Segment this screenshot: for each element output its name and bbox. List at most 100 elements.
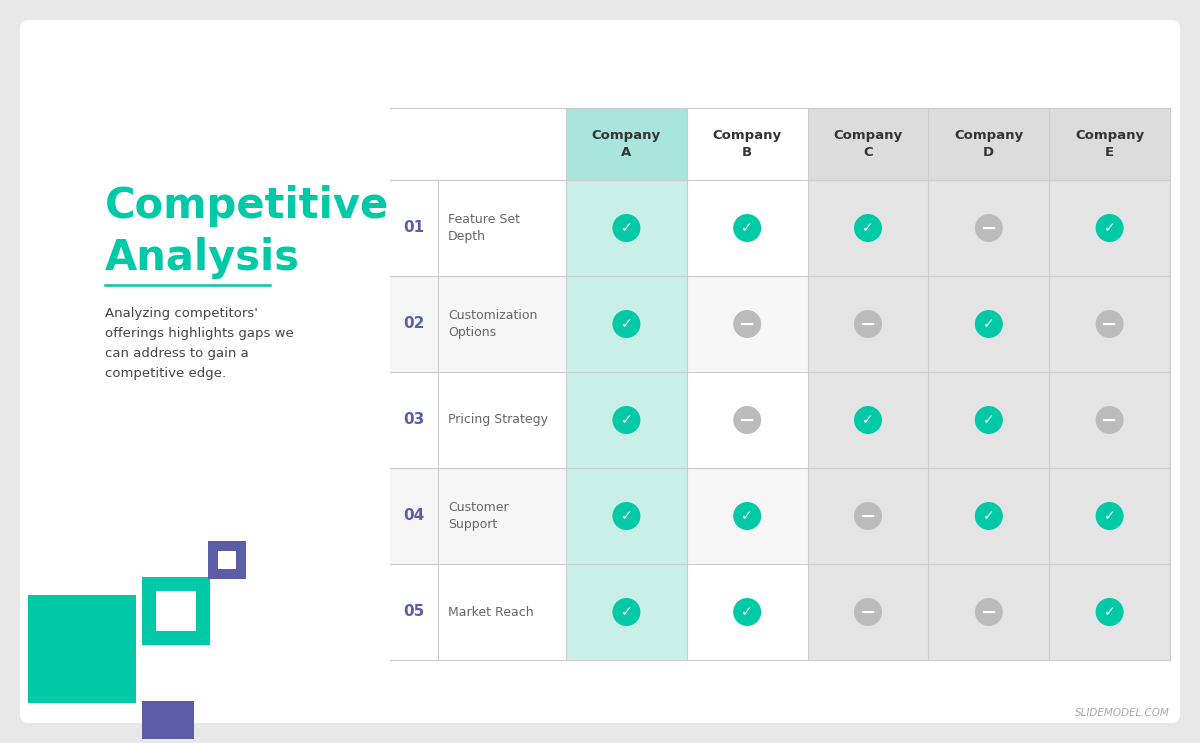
Text: Analyzing competitors'
offerings highlights gaps we
can address to gain a
compet: Analyzing competitors' offerings highlig…: [106, 307, 294, 380]
FancyBboxPatch shape: [1049, 108, 1170, 180]
Circle shape: [1096, 406, 1123, 434]
FancyBboxPatch shape: [808, 468, 929, 564]
Text: ✓: ✓: [620, 509, 632, 523]
Text: Market Reach: Market Reach: [448, 606, 534, 618]
Text: ✓: ✓: [983, 509, 995, 523]
Circle shape: [1096, 310, 1123, 338]
Text: Company
B: Company B: [713, 129, 781, 158]
Text: Customer
Support: Customer Support: [448, 501, 509, 531]
Circle shape: [854, 406, 882, 434]
Text: ✓: ✓: [620, 605, 632, 619]
FancyBboxPatch shape: [808, 276, 929, 372]
FancyBboxPatch shape: [929, 372, 1049, 468]
FancyBboxPatch shape: [808, 180, 929, 276]
Circle shape: [612, 310, 641, 338]
Circle shape: [1096, 502, 1123, 530]
Text: Company
E: Company E: [1075, 129, 1144, 158]
FancyBboxPatch shape: [686, 372, 808, 468]
Text: Analysis: Analysis: [106, 237, 300, 279]
Text: SLIDEMODEL.COM: SLIDEMODEL.COM: [1075, 708, 1170, 718]
FancyBboxPatch shape: [156, 591, 196, 631]
FancyBboxPatch shape: [566, 372, 686, 468]
Circle shape: [974, 310, 1003, 338]
FancyBboxPatch shape: [566, 468, 686, 564]
Text: ✓: ✓: [862, 221, 874, 235]
FancyBboxPatch shape: [566, 108, 686, 180]
Text: Company
D: Company D: [954, 129, 1024, 158]
FancyBboxPatch shape: [808, 108, 929, 180]
Circle shape: [974, 598, 1003, 626]
Text: ✓: ✓: [1104, 509, 1116, 523]
Text: Feature Set
Depth: Feature Set Depth: [448, 213, 520, 243]
Circle shape: [612, 502, 641, 530]
Text: Company
C: Company C: [834, 129, 902, 158]
Text: ✓: ✓: [862, 413, 874, 427]
FancyBboxPatch shape: [142, 577, 210, 645]
FancyBboxPatch shape: [686, 276, 808, 372]
FancyBboxPatch shape: [929, 468, 1049, 564]
Text: ✓: ✓: [742, 221, 754, 235]
FancyBboxPatch shape: [1049, 468, 1170, 564]
Text: −: −: [739, 410, 755, 429]
FancyBboxPatch shape: [390, 468, 566, 564]
FancyBboxPatch shape: [808, 372, 929, 468]
Circle shape: [1096, 598, 1123, 626]
FancyBboxPatch shape: [929, 276, 1049, 372]
Text: ✓: ✓: [620, 221, 632, 235]
Circle shape: [854, 214, 882, 242]
Circle shape: [733, 502, 761, 530]
Text: ✓: ✓: [983, 317, 995, 331]
Text: ✓: ✓: [1104, 221, 1116, 235]
Text: 01: 01: [403, 221, 425, 236]
Text: ✓: ✓: [742, 605, 754, 619]
Text: −: −: [980, 218, 997, 238]
FancyBboxPatch shape: [1049, 372, 1170, 468]
FancyBboxPatch shape: [929, 180, 1049, 276]
Text: −: −: [1102, 410, 1117, 429]
Circle shape: [612, 598, 641, 626]
Text: −: −: [860, 507, 876, 525]
FancyBboxPatch shape: [686, 564, 808, 660]
FancyBboxPatch shape: [28, 595, 136, 703]
Text: −: −: [860, 603, 876, 621]
Circle shape: [733, 214, 761, 242]
Text: Competitive: Competitive: [106, 185, 389, 227]
Text: −: −: [860, 314, 876, 334]
Circle shape: [612, 214, 641, 242]
Circle shape: [733, 406, 761, 434]
FancyBboxPatch shape: [808, 564, 929, 660]
FancyBboxPatch shape: [1049, 564, 1170, 660]
Circle shape: [1096, 214, 1123, 242]
FancyBboxPatch shape: [390, 372, 566, 468]
FancyBboxPatch shape: [566, 276, 686, 372]
Text: −: −: [980, 603, 997, 621]
FancyBboxPatch shape: [390, 276, 566, 372]
Text: ✓: ✓: [1104, 605, 1116, 619]
Text: ✓: ✓: [983, 413, 995, 427]
FancyBboxPatch shape: [929, 108, 1049, 180]
Circle shape: [974, 214, 1003, 242]
FancyBboxPatch shape: [686, 468, 808, 564]
Text: 03: 03: [403, 412, 425, 427]
Text: 02: 02: [403, 317, 425, 331]
Circle shape: [974, 502, 1003, 530]
Text: 05: 05: [403, 605, 425, 620]
FancyBboxPatch shape: [1049, 180, 1170, 276]
Circle shape: [974, 406, 1003, 434]
FancyBboxPatch shape: [1049, 276, 1170, 372]
Text: Company
A: Company A: [592, 129, 661, 158]
FancyBboxPatch shape: [686, 180, 808, 276]
FancyBboxPatch shape: [208, 541, 246, 579]
Text: ✓: ✓: [620, 317, 632, 331]
Text: ✓: ✓: [620, 413, 632, 427]
FancyBboxPatch shape: [390, 180, 566, 276]
Text: −: −: [739, 314, 755, 334]
Circle shape: [612, 406, 641, 434]
Circle shape: [854, 310, 882, 338]
Text: Customization
Options: Customization Options: [448, 309, 538, 339]
Text: −: −: [1102, 314, 1117, 334]
FancyBboxPatch shape: [929, 564, 1049, 660]
FancyBboxPatch shape: [566, 564, 686, 660]
FancyBboxPatch shape: [218, 551, 236, 569]
Text: Pricing Strategy: Pricing Strategy: [448, 414, 548, 426]
